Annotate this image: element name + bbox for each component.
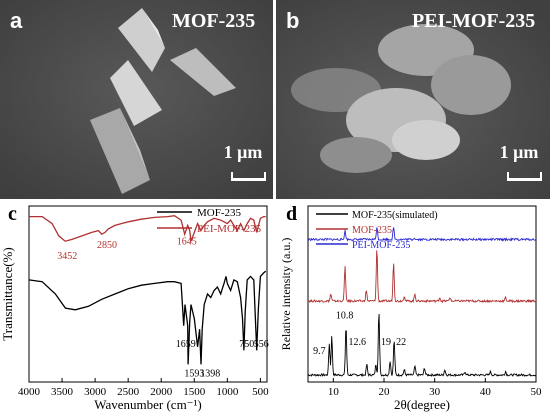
crystal — [392, 120, 460, 160]
series-line-1 — [307, 250, 537, 304]
x-tick-label: 2000 — [150, 386, 173, 398]
peak-annotation: 10.8 — [336, 311, 354, 322]
crystal — [118, 8, 165, 72]
peak-annotation: 750 — [239, 339, 254, 350]
x-tick-label: 2500 — [117, 386, 140, 398]
x-tick-label: 3000 — [84, 386, 107, 398]
peak-annotation: 22 — [396, 337, 406, 348]
peak-annotation: 1659 — [176, 339, 196, 350]
sem-image-mof235: a MOF-235 1 μm — [0, 0, 273, 199]
x-tick-label: 40 — [480, 386, 492, 398]
scale-tick — [507, 172, 509, 181]
xrd-chart: d Relative intensity (a.u.) 2θ(degree) 1… — [279, 203, 543, 412]
peak-annotation: 3452 — [57, 251, 77, 262]
x-tick-label: 4000 — [18, 386, 41, 398]
x-tick-label: 20 — [379, 386, 391, 398]
panel-title-b: PEI-MOF-235 — [412, 10, 536, 32]
crystal — [90, 108, 150, 194]
plot-frame-c — [28, 205, 268, 383]
peak-annotation: 1398 — [200, 369, 220, 380]
panel-label-d: d — [286, 203, 297, 225]
peak-annotation: 556 — [254, 339, 269, 350]
legend-entry: MOF-235 — [197, 207, 242, 219]
series-line-pei-mof-235 — [29, 215, 266, 242]
sem-texture-b — [276, 0, 550, 199]
scale-tick — [540, 172, 542, 181]
peak-annotation: 1593 — [184, 369, 204, 380]
series-line-2 — [307, 227, 537, 242]
x-tick-label: 1500 — [183, 386, 206, 398]
y-axis-label-c: Transmittance(%) — [0, 247, 15, 340]
panel-label-a: a — [10, 8, 23, 33]
ftir-chart: c Transmittance(%) Wavenumber (cm⁻¹) 400… — [0, 203, 269, 412]
x-tick-label: 500 — [252, 386, 269, 398]
scale-label-b: 1 μm — [499, 142, 539, 162]
crystal — [431, 55, 511, 115]
scale-bar-b — [508, 178, 542, 181]
scale-label-a: 1 μm — [223, 142, 263, 162]
peak-annotation: 9.7 — [313, 346, 326, 357]
peak-annotation: 1645 — [177, 237, 197, 248]
series-line-mof-235 — [28, 270, 267, 365]
sem-texture-a — [0, 0, 273, 199]
legend-entry: PEI-MOF-235 — [352, 240, 410, 251]
scale-bar-a — [232, 178, 266, 181]
plot-frame-d — [307, 205, 537, 383]
peak-annotation: 12.6 — [349, 337, 367, 348]
scale-tick — [231, 172, 233, 181]
crystal — [170, 48, 236, 96]
sem-image-pei-mof235: b PEI-MOF-235 1 μm — [276, 0, 550, 199]
series-line-0 — [307, 313, 537, 378]
legend-entry: PEI-MOF-235 — [197, 223, 262, 235]
legend-entry: MOF-235 — [352, 225, 392, 236]
panel-label-c: c — [8, 203, 17, 225]
y-axis-label-d: Relative intensity (a.u.) — [279, 238, 293, 351]
peak-annotation: 19 — [381, 337, 391, 348]
panel-label-b: b — [286, 8, 300, 33]
x-tick-label: 1000 — [216, 386, 239, 398]
crystal — [120, 108, 150, 180]
x-tick-label: 10 — [328, 386, 340, 398]
x-axis-label-c: Wavenumber (cm⁻¹) — [94, 397, 202, 412]
crystal — [320, 137, 392, 173]
scale-tick — [264, 172, 266, 181]
x-tick-label: 30 — [429, 386, 441, 398]
crystal — [142, 8, 165, 48]
legend-entry: MOF-235(simulated) — [352, 210, 438, 221]
x-tick-label: 50 — [531, 386, 543, 398]
x-tick-label: 3500 — [51, 386, 74, 398]
peak-annotation: 2850 — [97, 240, 117, 251]
crystal — [110, 60, 162, 126]
panel-title-a: MOF-235 — [172, 10, 256, 32]
x-axis-label-d: 2θ(degree) — [394, 397, 450, 412]
